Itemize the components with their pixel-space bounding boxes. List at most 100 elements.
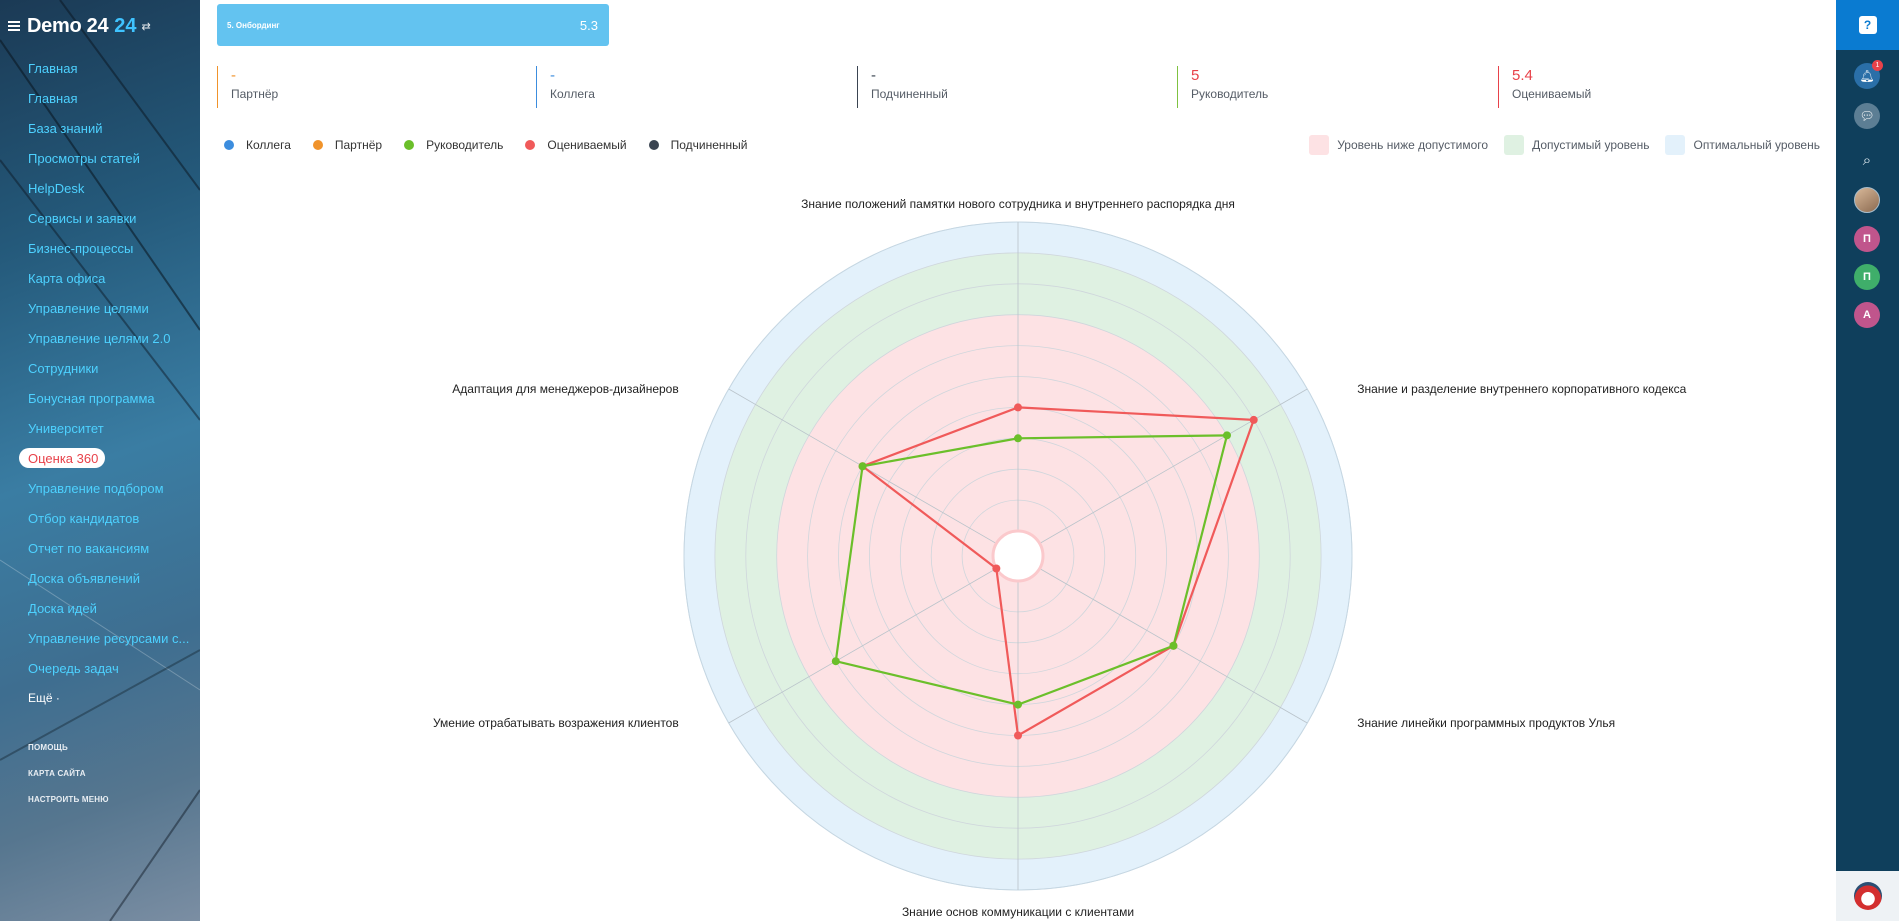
sidebar-item-services[interactable]: Сервисы и заявки [28,210,137,226]
zone-optimal: Оптимальный уровень [1665,135,1820,155]
sidebar-item-business-processes[interactable]: Бизнес-процессы [28,240,134,256]
sidebar-item-employees[interactable]: Сотрудники [28,360,99,376]
onboarding-card[interactable]: 5. Онбординг 5.3 [217,4,609,46]
support-avatar[interactable] [1853,882,1882,910]
legend-item-manager[interactable]: Руководитель [404,138,503,152]
score-label: Руководитель [1191,87,1269,101]
series-point [1014,700,1022,709]
sidebar-item-university[interactable]: Университет [28,420,104,436]
legend-dot [525,140,536,150]
sidebar-item-ideas[interactable]: Доска идей [28,600,97,616]
zone-swatch [1665,135,1686,155]
score-subordinate: - Подчиненный [857,66,948,108]
avatar-letter[interactable]: П [1854,264,1880,290]
score-value: - [231,67,236,84]
series-point [1169,641,1178,650]
score-self: 5.4 Оцениваемый [1498,66,1591,108]
score-colleague: - Коллега [536,66,595,108]
sidebar-item-article-views[interactable]: Просмотры статей [28,150,140,166]
zone-label: Допустимый уровень [1532,138,1650,152]
help-area: ? [1836,0,1899,50]
avatar[interactable] [1854,187,1880,213]
sidebar-item-main[interactable]: Главная [28,60,78,76]
sidebar-item-goals-2[interactable]: Управление целями 2.0 [28,330,171,346]
radar-spoke [728,388,1019,557]
logo-text: Demo 24 [27,14,109,37]
notification-badge: 1 [1872,60,1883,71]
legend-item-partner[interactable]: Партнёр [312,138,383,152]
sidebar-item-office-map[interactable]: Карта офиса [28,270,106,286]
sidebar-item-bonus[interactable]: Бонусная программа [28,390,155,406]
score-label: Подчиненный [871,87,948,101]
sidebar-item-announcements[interactable]: Доска объявлений [28,570,141,586]
zone-swatch [1309,135,1330,155]
axis-label: Знание и разделение внутреннего корпорат… [1357,382,1686,396]
score-summary: - Партнёр - Коллега - Подчиненный 5 Руко… [217,66,1817,108]
help-link[interactable]: ПОМОЩЬ [28,742,68,752]
sidebar-item-recruitment[interactable]: Управление подбором [28,480,164,496]
axis-label: Умение отрабатывать возражения клиентов [433,716,679,730]
zone-label: Уровень ниже допустимого [1337,138,1489,152]
zone-label: Оптимальный уровень [1693,138,1820,152]
legend-label: Оцениваемый [547,138,627,152]
left-sidebar: Demo 24 24 ⇄ Главная Главная База знаний… [0,0,200,921]
avatar-letter[interactable]: А [1854,302,1880,328]
sidebar-item-goals[interactable]: Управление целями [28,300,149,316]
score-value: 5 [1191,67,1200,84]
legend-dot [312,140,323,150]
radar-center [991,529,1045,583]
legend-label: Коллега [246,138,291,152]
legend-dot [648,140,659,150]
right-panel: ? 🔔︎ 1 💬︎ ⌕ П П А [1836,0,1899,921]
series-legend: Коллега Партнёр Руководитель Оцениваемый… [224,137,770,153]
configure-menu-link[interactable]: НАСТРОИТЬ МЕНЮ [28,794,109,804]
sidebar-footer: ПОМОЩЬ КАРТА САЙТА НАСТРОИТЬ МЕНЮ [28,734,109,812]
series-point [992,564,1001,573]
zone-legend: Уровень ниже допустимого Допустимый уров… [1293,135,1820,155]
score-value: - [550,67,555,84]
avatar-letter[interactable]: П [1854,226,1880,252]
card-label: 5. Онбординг [227,20,280,30]
sidebar-item-main-2[interactable]: Главная [28,90,78,106]
help-icon[interactable]: ? [1858,16,1877,34]
score-label: Оцениваемый [1512,87,1592,101]
series-point [831,657,840,666]
sidebar-item-candidates[interactable]: Отбор кандидатов [28,510,140,526]
card-score: 5.3 [579,17,598,33]
radar-spoke [728,555,1019,724]
notifications-icon[interactable]: 🔔︎ 1 [1854,60,1883,89]
legend-dot [404,140,415,150]
score-value: - [871,67,876,84]
search-icon[interactable]: ⌕ [1862,151,1872,169]
radar-spoke [1017,555,1308,724]
sidebar-item-task-queue[interactable]: Очередь задач [28,660,119,676]
logo-number: 24 [114,14,137,37]
score-label: Партнёр [231,87,279,101]
legend-label: Подчиненный [670,138,748,152]
swap-icon[interactable]: ⇄ [141,20,151,33]
series-point [1014,731,1022,740]
legend-label: Партнёр [334,138,383,152]
radar-chart: Знание положений памятки нового сотрудни… [433,197,1687,919]
legend-item-self[interactable]: Оцениваемый [525,138,627,152]
score-value: 5.4 [1512,67,1533,84]
legend-item-subordinate[interactable]: Подчиненный [648,138,748,152]
legend-item-colleague[interactable]: Коллега [224,138,291,152]
sitemap-link[interactable]: КАРТА САЙТА [28,768,86,778]
score-partner: - Партнёр [217,66,278,108]
sidebar-item-vacancy-report[interactable]: Отчет по вакансиям [28,540,150,556]
sidebar-item-360-evaluation[interactable]: Оценка 360 [19,448,105,468]
legend-label: Руководитель [426,138,504,152]
axis-label: Знание основ коммуникации с клиентами [902,905,1134,919]
sidebar-item-helpdesk[interactable]: HelpDesk [28,180,85,196]
sidebar-item-resources[interactable]: Управление ресурсами с... [28,630,190,646]
chat-icon[interactable]: 💬︎ [1854,103,1880,129]
sidebar-more[interactable]: Ещё · [28,691,60,705]
hamburger-icon[interactable] [8,21,20,31]
axis-label: Знание линейки программных продуктов Уль… [1357,716,1615,730]
sidebar-item-knowledge-base[interactable]: База знаний [28,120,103,136]
zone-below-acceptable: Уровень ниже допустимого [1309,135,1488,155]
series-point [1014,434,1022,443]
axis-label: Знание положений памятки нового сотрудни… [801,197,1235,211]
logo[interactable]: Demo 24 24 ⇄ [8,14,151,38]
